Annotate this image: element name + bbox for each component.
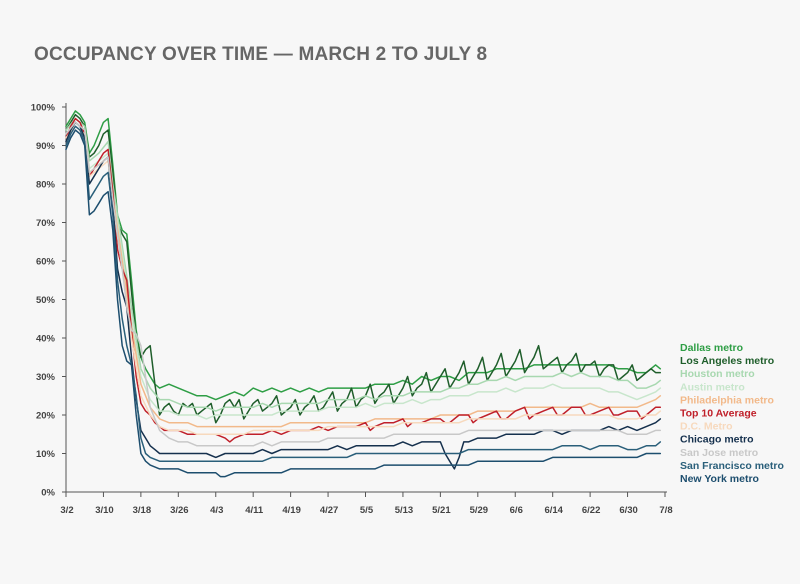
legend-entry: Dallas metro [680,342,743,354]
legend-entry: San Jose metro [680,447,758,459]
y-tick-label: 0% [41,488,55,499]
y-tick-label: 100% [31,103,56,114]
y-tick-label: 70% [36,218,56,229]
y-tick-label: 60% [36,257,56,268]
x-tick-label: 3/10 [95,505,114,516]
x-tick-label: 6/22 [582,505,601,516]
x-tick-label: 5/21 [432,505,451,516]
x-tick-label: 4/11 [245,505,264,516]
y-tick-label: 30% [36,372,56,383]
legend-entry: D.C. Metro [680,421,733,433]
series-line-houston-metro [65,117,662,412]
series-line-new-york-metro [65,129,662,478]
series-line-san-jose-metro [65,121,662,447]
series-line-los-angeles-metro [65,113,662,424]
y-tick-label: 90% [36,141,56,152]
y-tick-label: 20% [36,411,56,422]
x-tick-label: 5/29 [470,505,489,516]
x-tick-label: 6/30 [619,505,638,516]
chart-title: OCCUPANCY OVER TIME — MARCH 2 TO JULY 8 [34,44,488,65]
legend-entry: Chicago metro [680,434,754,446]
x-tick-label: 4/27 [320,505,339,516]
x-tick-label: 4/19 [282,505,301,516]
x-tick-label: 6/6 [510,505,523,516]
series-line-chicago-metro [65,121,662,470]
legend-entry: Austin metro [680,381,745,393]
x-tick-label: 3/26 [170,505,189,516]
legend-entry: Top 10 Average [680,408,757,420]
x-tick-label: 3/2 [60,505,73,516]
legend-entry: San Francisco metro [680,460,784,472]
x-tick-label: 4/3 [210,505,223,516]
x-tick-label: 7/8 [659,505,672,516]
y-tick-label: 80% [36,180,56,191]
legend-entry: Houston metro [680,368,755,380]
x-tick-label: 5/5 [360,505,374,516]
series-line-san-francisco-metro [65,125,662,462]
series-line-philadelphia-metro [65,121,662,428]
series-line-austin-metro [65,121,662,420]
axes: 0% 10% 20% 30% 40% 50% 60% 70% 80% 90% 100% 3/2 3/10… [31,103,673,517]
y-tick-label: 50% [36,295,56,306]
x-tick-label: 5/13 [395,505,414,516]
x-tick-label: 6/14 [544,505,563,516]
y-tick-label: 40% [36,334,56,345]
series-line-dallas-metro [65,110,662,401]
y-tick-label: 10% [36,449,56,460]
series-lines [65,110,662,478]
legend-entry: New York metro [680,473,759,485]
x-tick-label: 3/18 [133,505,152,516]
legend-entry: Philadelphia metro [680,394,774,406]
legend-entry: Los Angeles metro [680,355,774,367]
